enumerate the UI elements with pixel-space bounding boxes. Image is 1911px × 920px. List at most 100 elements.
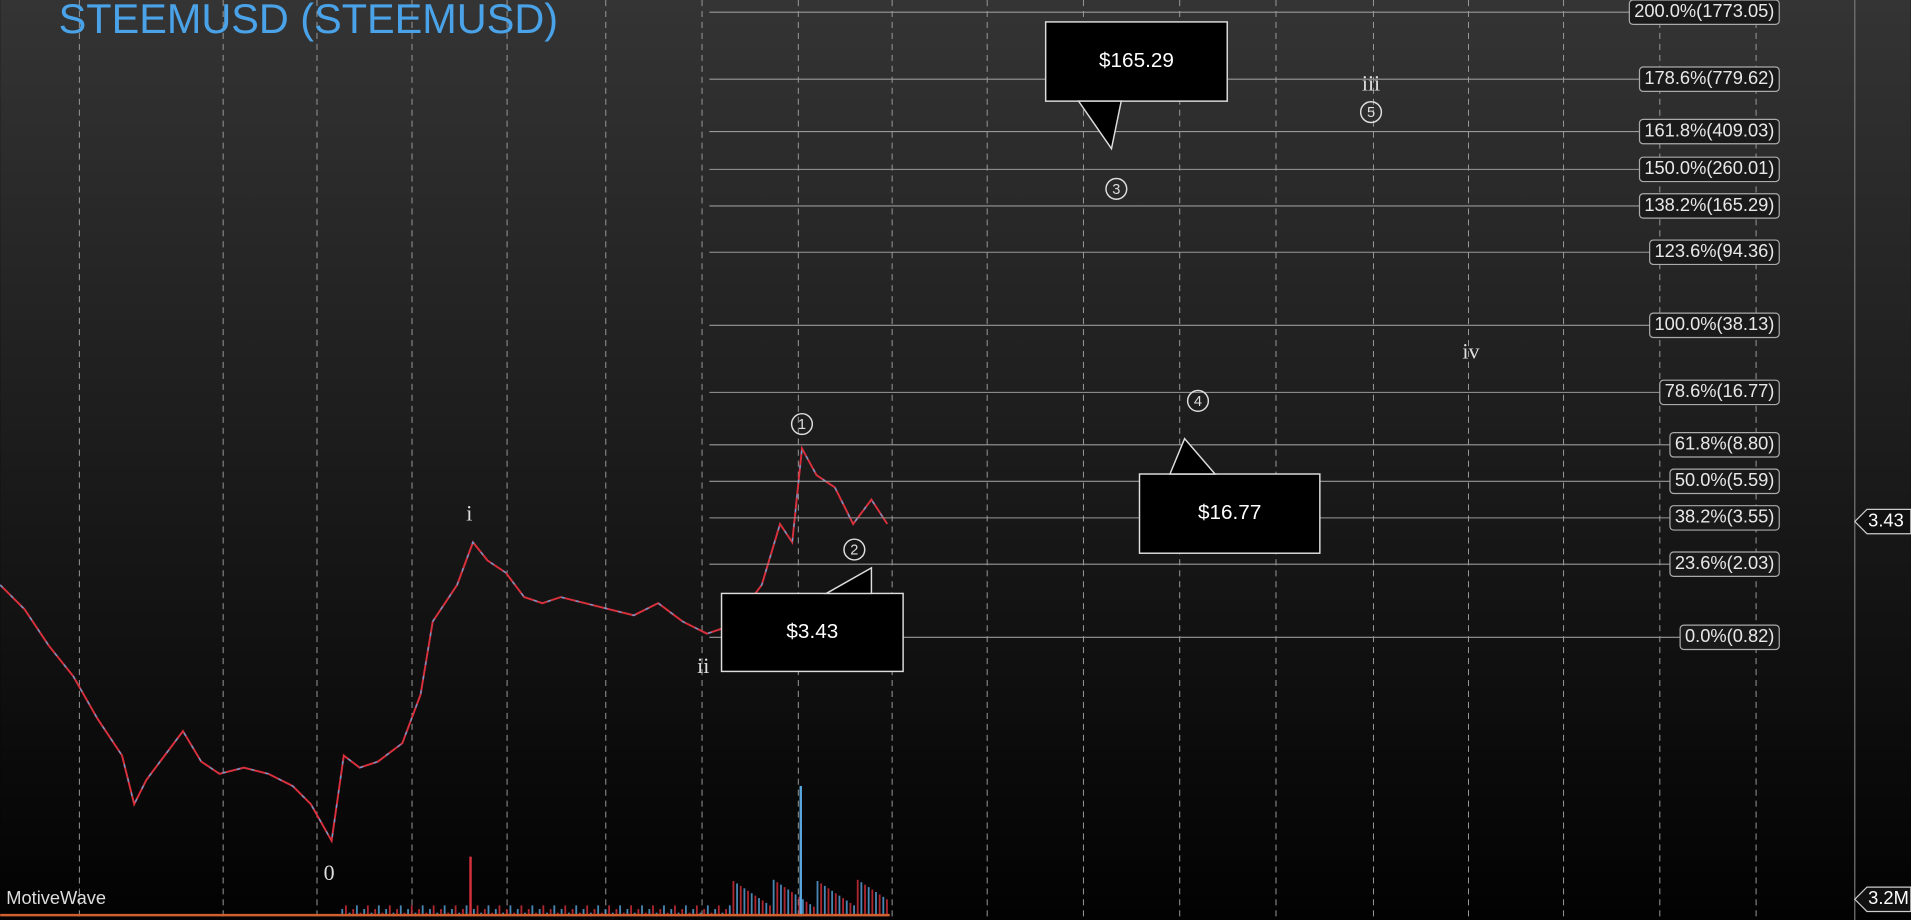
volume-bar: [703, 909, 706, 917]
fib-label: 100.0%(38.13): [1655, 313, 1775, 334]
volume-bar: [758, 898, 760, 917]
fib-label-box: [1638, 118, 1780, 145]
volume-bar: [787, 889, 790, 917]
volume-bar: [619, 905, 622, 917]
volume-bar: [867, 887, 870, 917]
volume: [0, 785, 890, 917]
volume-bar: [663, 905, 665, 917]
volume-bar: [641, 905, 643, 917]
volume-bar: [355, 905, 358, 917]
volume-bar: [798, 896, 801, 917]
volume-bar: [670, 909, 673, 917]
volume-bar: [531, 905, 534, 917]
fib-label: 123.6%(94.36): [1655, 240, 1775, 261]
volume-bar: [674, 905, 676, 917]
volume-bar: [732, 881, 735, 917]
volume-bar: [750, 893, 753, 917]
volume-bar: [805, 901, 808, 917]
volume-bar: [509, 905, 512, 917]
volume-bar: [853, 905, 855, 917]
fib-label: 150.0%(260.01): [1644, 157, 1774, 178]
volume-bar: [747, 890, 749, 917]
volume-bar: [388, 905, 391, 917]
volume-bar: [728, 905, 731, 917]
fib-label: 178.6%(779.62): [1644, 67, 1774, 88]
volume-spike: [799, 785, 802, 917]
volume-bar: [812, 906, 815, 917]
volume-bar: [695, 905, 698, 917]
volume-bar: [487, 905, 490, 917]
fib-label-box: [1669, 468, 1780, 495]
volume-bar: [725, 909, 728, 917]
volume-bar: [549, 909, 552, 917]
volume-bar: [399, 905, 402, 917]
watermark: MotiveWave: [6, 887, 106, 908]
volume-bar: [454, 905, 457, 917]
volume-bar: [377, 905, 380, 917]
volume-bar: [465, 905, 468, 917]
volume-bar: [878, 894, 881, 917]
volume-bar: [823, 885, 826, 917]
volume-bar: [582, 909, 585, 917]
volume-bar: [615, 909, 618, 917]
wave-number: 4: [1194, 394, 1202, 410]
fib-label-box: [1649, 312, 1780, 339]
volume-bar: [648, 909, 651, 917]
volume-bar: [564, 905, 567, 917]
wave-number: 3: [1112, 182, 1120, 198]
volume-bar: [706, 905, 709, 917]
volume-bar: [772, 879, 775, 917]
wave-circle: [790, 412, 814, 436]
volume-bar: [637, 909, 640, 917]
volume-bar: [684, 905, 687, 917]
fib-label: 61.8%(8.80): [1675, 433, 1775, 454]
callout-fill: [1046, 23, 1227, 100]
volume-bar: [754, 895, 757, 917]
volume-bar: [604, 909, 607, 917]
volume-bar: [498, 905, 501, 917]
volume-bar: [886, 899, 888, 917]
volume-bar: [790, 891, 793, 917]
wave-number: 2: [850, 543, 858, 559]
volume-bar: [845, 900, 848, 917]
wave-circle: [843, 538, 866, 561]
fib-label: 0.0%(0.82): [1685, 625, 1774, 646]
fib-label: 38.2%(3.55): [1675, 506, 1775, 527]
volume-bar: [794, 894, 797, 917]
volume-bar: [483, 909, 486, 917]
fib-label-box: [1669, 505, 1780, 531]
chart-title: STEEMUSD (STEEMUSD): [59, 0, 558, 42]
fib-label-box: [1638, 156, 1780, 183]
volume-bar: [831, 890, 834, 917]
volume-bar: [875, 891, 877, 917]
volume-bar: [553, 905, 556, 917]
volume-bar: [527, 909, 530, 917]
price-tag: 3.43: [1868, 509, 1904, 530]
volume-bar: [516, 909, 519, 917]
callout-fill: [722, 594, 902, 671]
volume-bar: [597, 905, 600, 917]
volume-bar: [864, 884, 866, 917]
fib-label: 200.0%(1773.05): [1634, 0, 1774, 21]
volume-bar: [443, 905, 446, 917]
volume-bar: [801, 899, 804, 917]
fib-label-box: [1628, 0, 1780, 25]
volume-bar: [410, 905, 413, 917]
fib-label-box: [1669, 431, 1780, 458]
callout-pointer: [1168, 437, 1217, 475]
volume-bar: [374, 909, 377, 917]
wave-label: iv: [1462, 338, 1479, 363]
fib-label-box: [1638, 193, 1780, 219]
volume-bar: [659, 909, 662, 917]
volume-bar: [630, 905, 632, 917]
wave-label: ii: [697, 653, 709, 678]
volume-bar: [538, 909, 541, 917]
volume-bar: [860, 882, 863, 917]
callout-text: $3.43: [786, 620, 838, 643]
volume-bar: [736, 883, 738, 917]
callout-pointer: [823, 566, 873, 595]
volume-bar: [407, 909, 409, 917]
volume-bar: [849, 902, 852, 917]
